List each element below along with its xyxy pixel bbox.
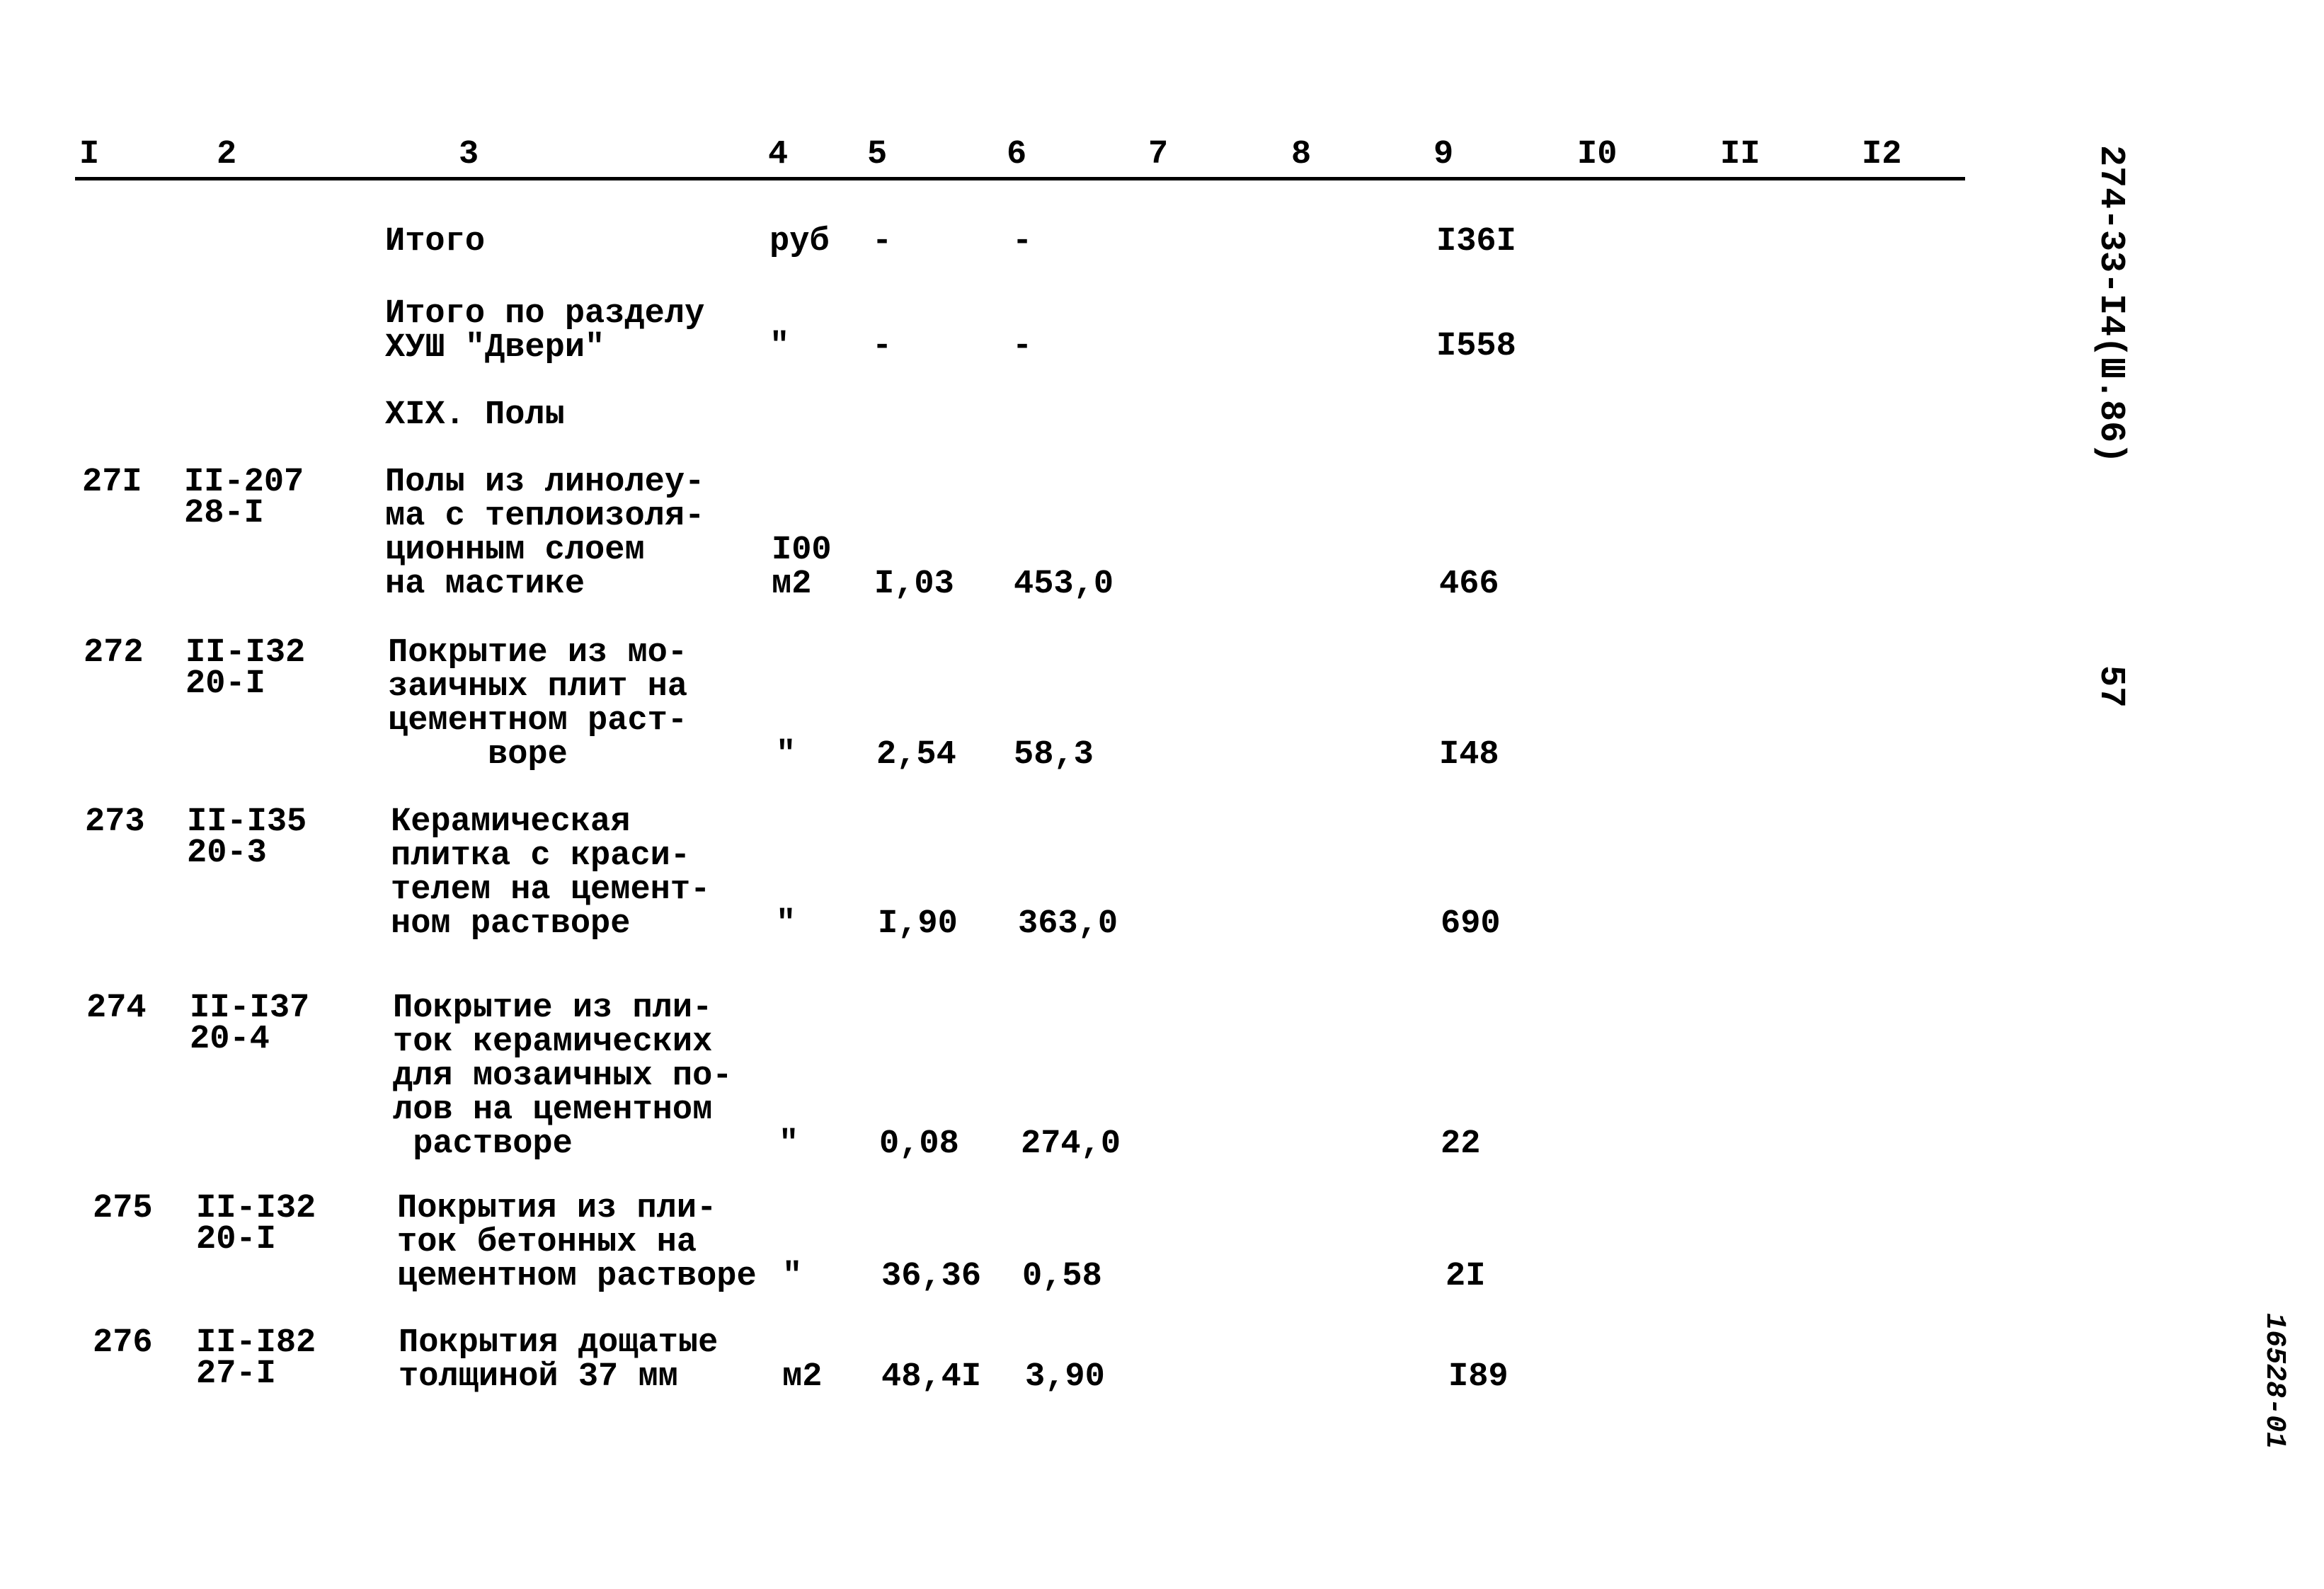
row-description: телем на цемент-: [391, 871, 711, 909]
summary-qty: -: [872, 328, 893, 365]
column-header-11: II: [1720, 136, 1761, 173]
summary-unit: ": [769, 328, 790, 365]
row-quantity: I,03: [874, 566, 954, 603]
row-description: Покрытия дощатые: [399, 1324, 719, 1362]
row-description: ток бетонных на: [397, 1224, 697, 1261]
row-total: 690: [1441, 905, 1501, 943]
row-unit: ": [776, 905, 796, 943]
row-unit-price: 58,3: [1014, 736, 1094, 774]
row-description: Полы из линолеу-: [385, 464, 705, 501]
row-unit-price: 363,0: [1018, 905, 1118, 943]
row-description: ма с теплоизоля-: [385, 498, 705, 535]
header-rule: [75, 177, 1965, 180]
row-unit: ": [776, 736, 796, 774]
row-unit: м2: [782, 1358, 823, 1396]
summary-total: I558: [1436, 328, 1516, 365]
row-unit: м2: [772, 566, 812, 603]
row-description: растворе: [393, 1125, 573, 1163]
column-header-4: 4: [768, 136, 789, 173]
summary-label: Итого: [385, 223, 486, 260]
row-number: 273: [85, 803, 145, 841]
row-description: Керамическая: [391, 803, 631, 841]
row-quantity: 2,54: [876, 736, 956, 774]
row-quantity: 48,4I: [881, 1358, 982, 1396]
row-unit-price: 0,58: [1022, 1258, 1102, 1295]
row-unit: ": [782, 1258, 803, 1295]
row-unit-price: 453,0: [1014, 566, 1114, 603]
column-header-3: 3: [459, 136, 479, 173]
row-code: II-I32: [185, 634, 306, 672]
row-unit: I00: [772, 532, 832, 569]
summary-total: I36I: [1436, 223, 1516, 260]
column-header-8: 8: [1291, 136, 1312, 173]
row-description: на мастике: [385, 566, 585, 603]
summary-qty: -: [872, 223, 893, 260]
page-number: 57: [2090, 665, 2131, 709]
row-total: 2I: [1446, 1258, 1486, 1295]
column-header-10: I0: [1577, 136, 1618, 173]
row-number: 275: [93, 1190, 153, 1227]
row-quantity: I,90: [878, 905, 958, 943]
document-code: 274-33-I4(Ш.86): [2090, 145, 2131, 464]
row-code: II-I82: [196, 1324, 316, 1362]
row-description: ном растворе: [391, 905, 631, 943]
section-title: XIX. Полы: [385, 396, 565, 434]
column-header-12: I2: [1862, 136, 1902, 173]
summary-price: -: [1012, 328, 1033, 365]
row-code: II-I35: [187, 803, 307, 841]
row-description: Покрытие из мо-: [388, 634, 688, 672]
row-code: II-I32: [196, 1190, 316, 1227]
row-number: 27I: [82, 464, 142, 501]
row-code: II-207: [184, 464, 304, 501]
archive-stamp: 16528-01: [2258, 1313, 2290, 1450]
row-number: 274: [86, 989, 147, 1027]
column-header-1: I: [79, 136, 100, 173]
row-quantity: 0,08: [879, 1125, 959, 1163]
row-description: ционным слоем: [385, 532, 645, 569]
column-header-5: 5: [867, 136, 888, 173]
column-header-2: 2: [217, 136, 237, 173]
summary-price: -: [1012, 223, 1033, 260]
row-number: 276: [93, 1324, 153, 1362]
row-description: воре: [388, 736, 568, 774]
row-code: 20-4: [190, 1021, 270, 1058]
summary-label: Итого по разделу: [385, 295, 705, 333]
column-header-9: 9: [1433, 136, 1454, 173]
column-header-6: 6: [1007, 136, 1027, 173]
row-description: ток керамических: [393, 1023, 713, 1061]
row-total: I89: [1448, 1358, 1509, 1396]
row-code: II-I37: [190, 989, 310, 1027]
row-description: Покрытия из пли-: [397, 1190, 717, 1227]
row-code: 20-I: [196, 1221, 276, 1258]
row-description: заичных плит на: [388, 668, 688, 706]
row-code: 20-3: [187, 834, 267, 872]
row-total: 22: [1441, 1125, 1481, 1163]
row-total: 466: [1439, 566, 1499, 603]
row-description: лов на цементном: [393, 1091, 713, 1129]
row-description: плитка с краси-: [391, 837, 691, 875]
row-code: 28-I: [184, 495, 264, 532]
row-number: 272: [84, 634, 144, 672]
row-description: для мозаичных по-: [393, 1057, 733, 1095]
row-total: I48: [1439, 736, 1499, 774]
row-description: толщиной 37 мм: [399, 1358, 678, 1396]
summary-unit: руб: [769, 223, 830, 260]
row-code: 20-I: [185, 665, 265, 703]
row-unit-price: 3,90: [1025, 1358, 1105, 1396]
column-header-7: 7: [1148, 136, 1169, 173]
row-description: Покрытие из пли-: [393, 989, 713, 1027]
row-quantity: 36,36: [881, 1258, 982, 1295]
row-unit: ": [779, 1125, 799, 1163]
row-unit-price: 274,0: [1021, 1125, 1121, 1163]
row-description: цементном раст-: [388, 702, 688, 740]
row-code: 27-I: [196, 1355, 276, 1393]
summary-label: ХУШ "Двери": [385, 329, 605, 367]
row-description: цементном растворе: [397, 1258, 757, 1295]
